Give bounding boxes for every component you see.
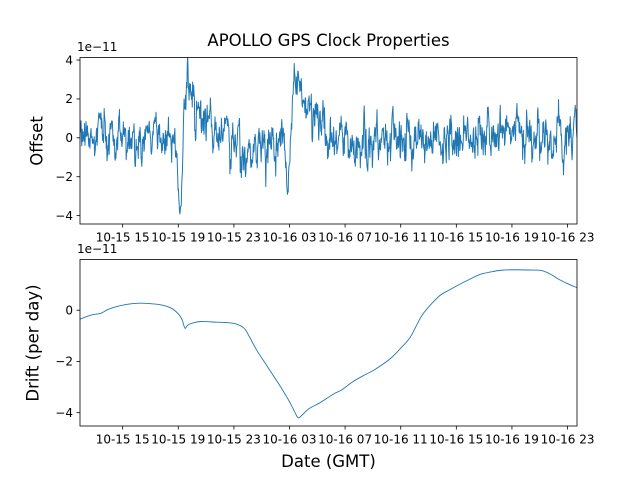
y-tick-label: 2 (65, 92, 73, 106)
x-tick-label: 10-15 19 (151, 231, 205, 245)
axes-frame (79, 57, 578, 225)
x-tick-label: 10-15 19 (151, 433, 205, 447)
x-tick-label: 10-16 15 (429, 231, 483, 245)
top-y-axis-label: Offset (27, 116, 47, 166)
y-tick-label: 4 (65, 53, 73, 67)
x-tick-label: 10-16 03 (263, 231, 317, 245)
bottom-y-scale-multiplier: 1e−11 (77, 242, 118, 256)
y-tick-label: −2 (55, 355, 73, 369)
x-tick-label: 10-16 11 (374, 433, 428, 447)
x-tick-label: 10-15 15 (96, 433, 150, 447)
chart-title: APOLLO GPS Clock Properties (207, 31, 450, 50)
x-tick-label: 10-16 15 (429, 433, 483, 447)
y-tick-label: −2 (55, 170, 73, 184)
x-tick-label: 10-16 23 (541, 231, 595, 245)
y-tick-label: 0 (65, 304, 73, 318)
y-tick-label: −4 (55, 209, 73, 223)
x-tick-label: 10-16 11 (374, 231, 428, 245)
bottom-y-axis-label: Drift (per day) (23, 284, 43, 402)
drift-data-line (80, 269, 577, 419)
x-tick-label: 10-16 03 (263, 433, 317, 447)
y-tick-label: 0 (65, 131, 73, 145)
y-tick-label: −4 (55, 406, 73, 420)
x-tick-label: 10-16 19 (485, 231, 539, 245)
offset-data-line (80, 57, 577, 215)
x-axis-label: Date (GMT) (281, 452, 376, 471)
x-tick-label: 10-16 19 (485, 433, 539, 447)
x-tick-label: 10-16 23 (541, 433, 595, 447)
axes-frame (79, 259, 578, 427)
x-tick-label: 10-15 23 (207, 231, 261, 245)
x-tick-label: 10-15 15 (96, 231, 150, 245)
top-y-scale-multiplier: 1e−11 (77, 40, 118, 54)
x-tick-label: 10-16 07 (318, 433, 372, 447)
x-tick-label: 10-15 23 (207, 433, 261, 447)
x-tick-label: 10-16 07 (318, 231, 372, 245)
